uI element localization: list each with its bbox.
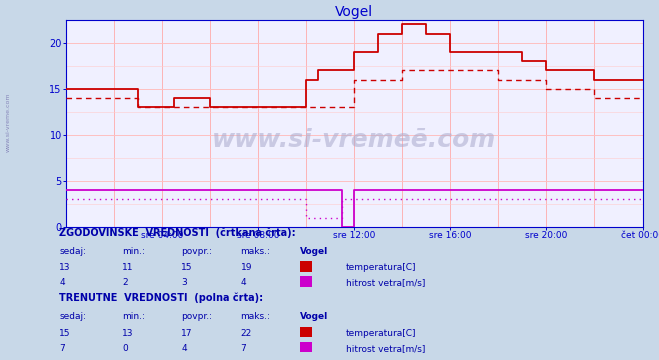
Text: hitrost vetra[m/s]: hitrost vetra[m/s] (346, 278, 425, 287)
Text: www.si-vreme.com: www.si-vreme.com (5, 93, 11, 152)
Text: 22: 22 (241, 329, 252, 338)
Text: 15: 15 (59, 329, 71, 338)
Title: Vogel: Vogel (335, 5, 373, 19)
Text: 2: 2 (122, 278, 128, 287)
Text: 0: 0 (122, 344, 128, 353)
Text: povpr.:: povpr.: (181, 247, 212, 256)
Text: ZGODOVINSKE  VREDNOSTI  (črtkana črta):: ZGODOVINSKE VREDNOSTI (črtkana črta): (59, 227, 296, 238)
Text: maks.:: maks.: (241, 247, 270, 256)
Text: 7: 7 (59, 344, 65, 353)
Text: maks.:: maks.: (241, 312, 270, 321)
Text: hitrost vetra[m/s]: hitrost vetra[m/s] (346, 344, 425, 353)
Text: povpr.:: povpr.: (181, 312, 212, 321)
Text: 15: 15 (181, 263, 192, 272)
Text: Vogel: Vogel (300, 247, 328, 256)
Text: sedaj:: sedaj: (59, 312, 86, 321)
Text: 3: 3 (181, 278, 187, 287)
Text: TRENUTNE  VREDNOSTI  (polna črta):: TRENUTNE VREDNOSTI (polna črta): (59, 293, 264, 303)
Text: 13: 13 (122, 329, 133, 338)
Text: www.si-vremeē.com: www.si-vremeē.com (212, 128, 496, 152)
Text: sedaj:: sedaj: (59, 247, 86, 256)
Text: 17: 17 (181, 329, 192, 338)
Text: temperatura[C]: temperatura[C] (346, 263, 416, 272)
Text: 13: 13 (59, 263, 71, 272)
Text: temperatura[C]: temperatura[C] (346, 329, 416, 338)
Text: 4: 4 (181, 344, 187, 353)
Text: min.:: min.: (122, 312, 145, 321)
Text: 4: 4 (59, 278, 65, 287)
Text: 19: 19 (241, 263, 252, 272)
Text: 11: 11 (122, 263, 133, 272)
Text: 7: 7 (241, 344, 246, 353)
Text: 4: 4 (241, 278, 246, 287)
Text: Vogel: Vogel (300, 312, 328, 321)
Text: min.:: min.: (122, 247, 145, 256)
